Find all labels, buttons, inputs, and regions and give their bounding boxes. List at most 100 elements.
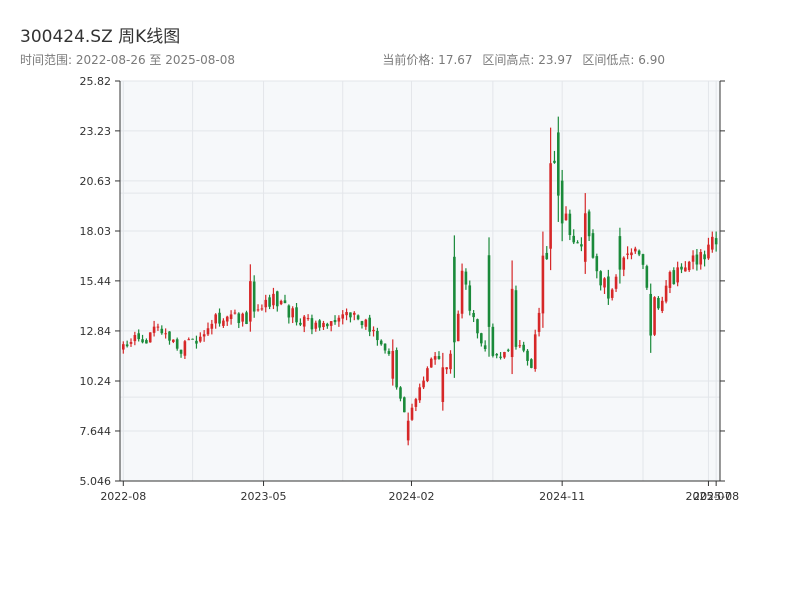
x-tick-label: 2024-11 bbox=[539, 490, 585, 503]
candle-body bbox=[245, 312, 248, 325]
candle-body bbox=[418, 387, 422, 401]
candle-body bbox=[272, 293, 275, 306]
candle-body bbox=[168, 331, 171, 341]
candle-body bbox=[634, 248, 637, 252]
candle-body bbox=[191, 338, 194, 340]
candle-body bbox=[422, 380, 425, 388]
y-tick-label: 23.23 bbox=[80, 125, 112, 138]
candle-body bbox=[349, 312, 352, 318]
candle-body bbox=[580, 244, 583, 247]
candle-body bbox=[495, 353, 499, 356]
candle-body bbox=[160, 328, 164, 334]
candle-body bbox=[310, 318, 314, 330]
candle-body bbox=[426, 368, 429, 382]
candle-body bbox=[256, 309, 260, 311]
candle-body bbox=[287, 305, 291, 318]
candle-body bbox=[622, 257, 626, 270]
candle-body bbox=[506, 349, 510, 351]
candle-body bbox=[545, 252, 549, 260]
candle-body bbox=[583, 213, 587, 262]
candle-body bbox=[399, 387, 402, 399]
candle-body bbox=[695, 254, 699, 265]
candle-body bbox=[356, 315, 360, 320]
candle-body bbox=[687, 261, 691, 271]
candle-body bbox=[595, 256, 599, 272]
candle-body bbox=[406, 420, 410, 441]
y-tick-label: 7.644 bbox=[80, 425, 112, 438]
candle-body bbox=[279, 300, 283, 305]
candle-body bbox=[711, 236, 714, 250]
candle-body bbox=[626, 253, 629, 255]
candle-body bbox=[557, 132, 560, 196]
x-tick-label: 2024-02 bbox=[388, 490, 434, 503]
candle-body bbox=[206, 328, 210, 335]
candle-body bbox=[491, 326, 495, 356]
candle-body bbox=[576, 242, 579, 244]
candle-body bbox=[483, 345, 487, 350]
candle-body bbox=[306, 318, 310, 320]
candle-body bbox=[514, 290, 518, 347]
candle-body bbox=[691, 255, 695, 262]
candle-body bbox=[603, 278, 606, 288]
candle-body bbox=[195, 340, 198, 344]
candle-body bbox=[164, 333, 167, 335]
candle-body bbox=[703, 254, 706, 260]
candle-body bbox=[587, 211, 591, 237]
candle-body bbox=[653, 297, 656, 335]
y-tick-label: 25.82 bbox=[80, 75, 112, 88]
candle-body bbox=[630, 252, 633, 256]
candle-body bbox=[618, 236, 622, 270]
candle-body bbox=[541, 255, 545, 314]
candle-body bbox=[610, 289, 614, 298]
x-tick-label: 2025-07 bbox=[685, 490, 731, 503]
candle-body bbox=[364, 319, 368, 327]
candle-body bbox=[499, 356, 502, 358]
candle-body bbox=[210, 323, 214, 329]
y-tick-label: 5.046 bbox=[80, 475, 112, 488]
candle-body bbox=[537, 312, 541, 332]
candle-body bbox=[553, 160, 556, 163]
chart-title: 300424.SZ 周K线图 bbox=[20, 27, 181, 47]
candle-body bbox=[660, 300, 664, 311]
candle-body bbox=[410, 407, 414, 420]
y-tick-label: 12.84 bbox=[80, 325, 112, 338]
candle-body bbox=[237, 313, 241, 324]
candle-body bbox=[672, 270, 676, 285]
candle-body bbox=[533, 334, 537, 369]
candle-body bbox=[572, 235, 576, 243]
candle-body bbox=[464, 271, 468, 285]
candle-body bbox=[198, 336, 202, 342]
candle-body bbox=[252, 281, 256, 312]
candle-body bbox=[329, 321, 333, 326]
candle-body bbox=[360, 321, 364, 326]
y-tick-label: 18.03 bbox=[80, 225, 112, 238]
candle-body bbox=[368, 317, 371, 332]
candle-body bbox=[649, 293, 653, 336]
candle-body bbox=[372, 329, 375, 332]
candle-body bbox=[564, 213, 568, 221]
candle-body bbox=[614, 276, 618, 289]
candle-body bbox=[260, 308, 264, 310]
candle-body bbox=[684, 267, 687, 272]
candle-body bbox=[156, 326, 160, 328]
candle-body bbox=[129, 342, 133, 344]
candle-body bbox=[699, 252, 703, 265]
candle-body bbox=[295, 307, 298, 323]
candle-body bbox=[433, 356, 437, 360]
candle-body bbox=[222, 320, 225, 326]
candle-body bbox=[468, 285, 472, 311]
candle-body bbox=[599, 271, 602, 286]
candle-body bbox=[214, 314, 217, 324]
candle-body bbox=[441, 367, 445, 402]
candle-body bbox=[125, 344, 129, 347]
x-tick-label: 2025-08 bbox=[693, 490, 739, 503]
y-tick-label: 10.24 bbox=[80, 375, 112, 388]
candle-body bbox=[510, 288, 514, 358]
candle-body bbox=[526, 350, 529, 361]
candle-body bbox=[480, 333, 483, 344]
candle-body bbox=[233, 312, 237, 314]
candle-body bbox=[175, 339, 179, 349]
x-tick-label: 2022-08 bbox=[100, 490, 146, 503]
x-tick-label: 2023-05 bbox=[241, 490, 287, 503]
